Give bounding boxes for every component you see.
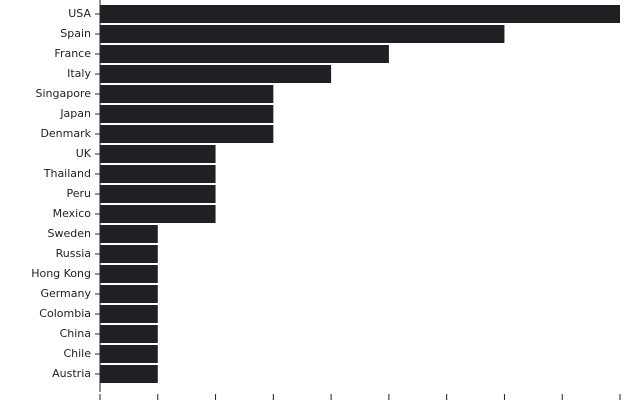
y-tick-label: Sweden [48, 227, 91, 240]
y-tick-label: China [60, 327, 91, 340]
y-tick-label: Spain [60, 27, 91, 40]
y-tick-label: Italy [67, 67, 91, 80]
bar-austria [100, 365, 158, 383]
bar-germany [100, 285, 158, 303]
y-tick-label: Peru [66, 187, 91, 200]
y-tick-label: Germany [40, 287, 91, 300]
bar-mexico [100, 205, 216, 223]
y-tick-label: Singapore [36, 87, 92, 100]
bar-russia [100, 245, 158, 263]
y-tick-label: Japan [59, 107, 91, 120]
y-tick-label: Thailand [43, 167, 91, 180]
y-tick-label: Mexico [53, 207, 92, 220]
bar-france [100, 45, 389, 63]
y-tick-label: Colombia [39, 307, 91, 320]
y-tick-label: UK [76, 147, 92, 160]
bar-sweden [100, 225, 158, 243]
y-tick-label: Denmark [40, 127, 91, 140]
bars-group [100, 5, 620, 383]
y-tick-label: Russia [56, 247, 91, 260]
bar-chile [100, 345, 158, 363]
bar-spain [100, 25, 505, 43]
bar-japan [100, 105, 274, 123]
bar-hong-kong [100, 265, 158, 283]
y-tick-label: Austria [52, 367, 91, 380]
bar-uk [100, 145, 216, 163]
bar-china [100, 325, 158, 343]
bar-denmark [100, 125, 274, 143]
bar-peru [100, 185, 216, 203]
bar-italy [100, 65, 332, 83]
bar-singapore [100, 85, 274, 103]
x-axis [99, 394, 621, 400]
y-tick-label: Chile [63, 347, 91, 360]
y-tick-label: France [54, 47, 91, 60]
bar-usa [100, 5, 620, 23]
bar-colombia [100, 305, 158, 323]
y-tick-label: Hong Kong [31, 267, 91, 280]
y-tick-label: USA [68, 7, 91, 20]
bar-thailand [100, 165, 216, 183]
y-axis: USA Spain France Italy Singapore Japan Denmark… [31, 0, 101, 392]
